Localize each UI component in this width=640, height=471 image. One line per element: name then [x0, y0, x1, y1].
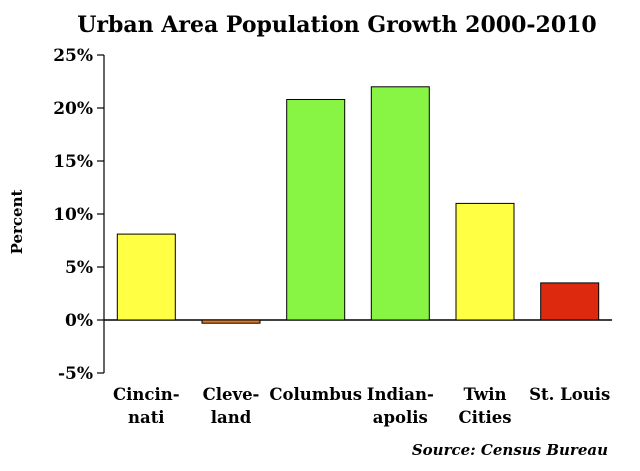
y-tick-label: 0% — [65, 311, 93, 331]
y-tick-label: 10% — [53, 205, 93, 225]
bar-columbus — [286, 99, 346, 321]
category-labels: Cincin-nati Cleve-land Columbus Indian-apol… — [113, 385, 610, 427]
bar-twin-cities — [455, 202, 515, 321]
y-tick-label: 25% — [53, 46, 93, 66]
x-tick-label: Indian-apolis — [367, 385, 434, 427]
x-tick-label: Twin Cities — [458, 385, 511, 427]
bar-st-louis — [540, 282, 600, 321]
bars — [116, 86, 600, 324]
x-tick-label: Columbus — [269, 385, 362, 404]
bar-cleveland — [201, 319, 261, 324]
y-tick-label: 5% — [65, 258, 93, 278]
bar-cincinnati — [116, 233, 176, 321]
x-tick-label: St. Louis — [529, 385, 610, 404]
source-note: Source: Census Bureau — [412, 441, 608, 459]
axes — [103, 55, 612, 373]
bar-indianapolis — [370, 86, 430, 321]
y-tick-label: -5% — [58, 364, 93, 384]
y-tick-label: 15% — [53, 152, 93, 172]
chart-title: Urban Area Population Growth 2000-2010 — [77, 12, 597, 38]
x-tick-label: Cleve-land — [203, 385, 260, 427]
y-axis-label: Percent — [8, 190, 26, 255]
y-tick-label: 20% — [53, 99, 93, 119]
x-tick-label: Cincin-nati — [113, 385, 180, 427]
y-ticks: 25% 20% 15% 10% 5% 0% -5% — [53, 46, 104, 384]
